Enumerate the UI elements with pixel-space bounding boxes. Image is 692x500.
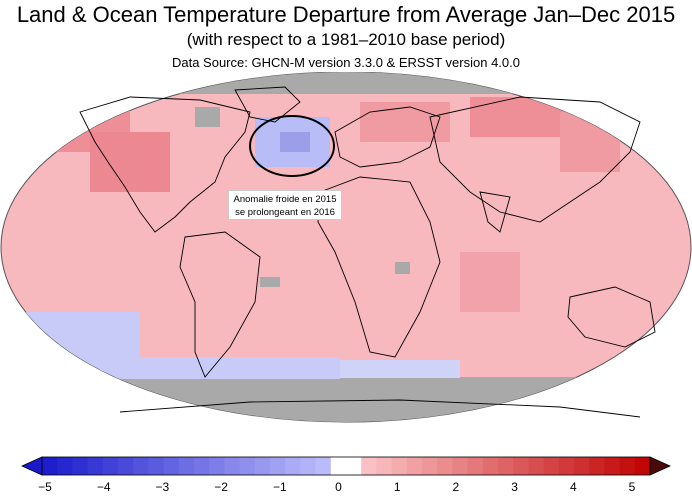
colorbar-segment [102, 457, 119, 475]
world-map [0, 72, 692, 423]
colorbar-segment [634, 457, 651, 475]
colorbar-tick-label: 4 [569, 480, 577, 494]
cold-southern-ocean [100, 357, 340, 379]
australia-coast [567, 286, 656, 348]
annotation-line-2: se prolongeant en 2016 [235, 207, 335, 218]
india-coast [479, 191, 511, 233]
nodata-caribbean [260, 277, 280, 287]
colorbar-segment [437, 457, 453, 475]
arctic-nodata [1, 72, 691, 94]
nodata-africa [395, 262, 410, 274]
colorbar-tick-label: 2 [452, 480, 460, 494]
colorbar-segment [330, 457, 347, 475]
africa-coast [317, 176, 441, 358]
colorbar-segment [619, 457, 636, 475]
colorbar-segment [376, 457, 393, 475]
colorbar-segment [422, 457, 438, 475]
annotation-box: Anomalie froide en 2015 se prolongeant e… [228, 190, 342, 220]
colorbar-segment [361, 457, 377, 475]
colorbar-segment [42, 457, 58, 475]
south-america-coast [179, 231, 261, 378]
colorbar-segment [178, 457, 195, 475]
chart-subtitle: (with respect to a 1981–2010 base period… [186, 30, 506, 49]
colorbar-segment [254, 457, 271, 475]
colorbar-tick-label: 5 [628, 480, 636, 494]
colorbar-segment [148, 457, 165, 475]
colorbar-segment [467, 457, 484, 475]
colorbar-segments [41, 456, 651, 476]
antarctica-coast [119, 399, 641, 418]
colorbar-tick-label: 3 [511, 480, 518, 494]
cold-anomaly-circle [249, 115, 335, 177]
colorbar-left-arrow [21, 456, 43, 476]
colorbar-segment [163, 457, 180, 475]
colorbar-segment [57, 457, 73, 475]
colorbar-right-arrow [649, 456, 671, 476]
colorbar-segment [194, 457, 210, 475]
colorbar-tick-label: 1 [393, 480, 401, 494]
warm-east-asia [560, 112, 620, 172]
colorbar-tick-label: −2 [214, 480, 228, 494]
greenland-coast [234, 86, 301, 123]
colorbar-segment [315, 457, 332, 475]
colorbar-segment [604, 457, 621, 475]
colorbar-segment [528, 457, 545, 475]
cold-north-atlantic-core [280, 132, 310, 152]
nodata-greenland [195, 107, 220, 127]
colorbar-segment [224, 457, 241, 475]
colorbar-segment [574, 457, 590, 475]
colorbar-segment [87, 457, 104, 475]
colorbar-segment [589, 457, 605, 475]
colorbar-segment [239, 457, 256, 475]
cold-south-atlantic [340, 360, 460, 378]
colorbar-segment [346, 457, 362, 475]
colorbar-tick-label: −5 [38, 480, 52, 494]
colorbar-tick-label: 0 [335, 480, 342, 494]
asia-coast [429, 96, 641, 223]
annotation-line-1: Anomalie froide en 2015 [233, 194, 337, 205]
chart-title: Land & Ocean Temperature Departure from … [16, 2, 676, 27]
colorbar-segment [285, 457, 301, 475]
coastlines [79, 86, 656, 418]
colorbar-segment [452, 457, 469, 475]
colorbar-segment [300, 457, 317, 475]
colorbar-segment [543, 457, 560, 475]
colorbar-segment [72, 457, 89, 475]
colorbar-segment [482, 457, 499, 475]
warm-indian-ocean [460, 252, 520, 312]
colorbar-segment [391, 457, 408, 475]
colorbar-tick-label: −4 [96, 480, 111, 494]
colorbar-segment [118, 457, 134, 475]
colorbar-segment [406, 457, 423, 475]
north-america-coast [79, 96, 251, 233]
antarctic-nodata [1, 377, 691, 422]
colorbar-segment [558, 457, 575, 475]
colorbar-segment [513, 457, 529, 475]
colorbar-segment [133, 457, 149, 475]
colorbar [21, 456, 671, 476]
europe-coast [334, 106, 441, 168]
colorbar-segment [498, 457, 514, 475]
colorbar-tick-label: −1 [272, 480, 287, 494]
data-source: Data Source: GHCN-M version 3.3.0 & ERSS… [171, 55, 520, 70]
colorbar-tick-label: −3 [155, 480, 170, 494]
warm-europe [360, 102, 450, 142]
colorbar-segment [270, 457, 286, 475]
colorbar-segment [209, 457, 225, 475]
warm-western-na [90, 132, 170, 192]
